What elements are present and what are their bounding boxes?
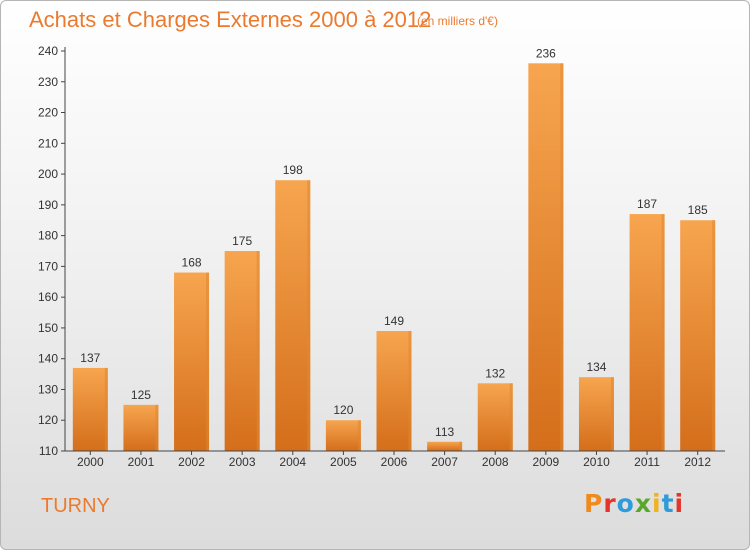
y-tick-label-170: 170 [38, 259, 58, 273]
x-tick-label-2002: 2002 [178, 455, 205, 469]
y-tick-label-140: 140 [38, 352, 58, 366]
x-tick-label-2005: 2005 [330, 455, 357, 469]
data-label-2011: 187 [637, 197, 657, 211]
logo-letter: i [652, 489, 662, 518]
bar-shade-2012 [712, 220, 716, 451]
data-label-2001: 125 [131, 388, 151, 402]
bar-2009 [528, 63, 564, 452]
x-tick-label-2011: 2011 [634, 455, 660, 469]
y-tick-label-110: 110 [39, 444, 58, 458]
data-label-2005: 120 [333, 403, 353, 417]
y-tick-label-240: 240 [38, 44, 58, 58]
bar-shade-2002 [206, 272, 210, 451]
bar-2002 [174, 272, 210, 451]
logo-letter: x [634, 489, 652, 518]
y-tick-label-130: 130 [38, 382, 58, 396]
y-tick-label-120: 120 [38, 413, 58, 427]
x-tick-label-2008: 2008 [482, 455, 509, 469]
x-tick-label-2009: 2009 [532, 455, 559, 469]
x-tick-label-2003: 2003 [229, 455, 256, 469]
bar-2000 [72, 367, 108, 451]
bar-shade-2011 [661, 214, 665, 451]
y-tick-label-210: 210 [38, 136, 58, 150]
data-label-2003: 175 [232, 234, 252, 248]
y-tick-label-150: 150 [38, 321, 58, 335]
commune-name: TURNY [41, 495, 110, 517]
logo-letter: t [661, 489, 675, 518]
bar-2005 [325, 420, 361, 451]
x-tick-label-2012: 2012 [684, 455, 711, 469]
x-tick-label-2001: 2001 [128, 455, 155, 469]
data-label-2009: 236 [536, 46, 556, 60]
chart-title: Achats et Charges Externes 2000 à 2012 [29, 7, 432, 32]
x-tick-label-2006: 2006 [381, 455, 408, 469]
y-tick-label-160: 160 [38, 290, 58, 304]
data-label-2004: 198 [283, 163, 303, 177]
bar-shade-2010 [610, 377, 614, 451]
data-label-2008: 132 [485, 366, 505, 380]
logo-letter: P [584, 489, 604, 518]
bar-shade-2007 [459, 441, 463, 451]
x-tick-label-2007: 2007 [431, 455, 458, 469]
data-label-2006: 149 [384, 314, 404, 328]
y-tick-label-220: 220 [38, 106, 58, 120]
data-labels: 137 2000 125 2001 168 2002 175 2003 198 2004 120 20… [77, 46, 711, 469]
logo-letter: o [616, 489, 635, 518]
bar-2012 [680, 220, 716, 451]
bar-2004 [275, 180, 311, 451]
logo-letter: i [674, 489, 685, 518]
bar-shade-2003 [256, 251, 260, 451]
logo-letter: r [603, 489, 617, 518]
bar-shade-2004 [307, 180, 311, 451]
x-tick-label-2000: 2000 [77, 455, 104, 469]
bars-layer [72, 63, 716, 452]
y-tick-label-230: 230 [38, 75, 58, 89]
bar-2010 [578, 377, 614, 451]
bar-shade-2005 [357, 420, 361, 451]
bar-2006 [376, 331, 412, 451]
data-label-2002: 168 [182, 256, 202, 270]
y-tick-label-200: 200 [38, 167, 58, 181]
bar-shade-2001 [155, 404, 159, 451]
y-tick-label-180: 180 [38, 229, 58, 243]
data-label-2007: 113 [435, 425, 454, 439]
bar-shade-2000 [104, 367, 108, 451]
bar-2003 [224, 251, 260, 451]
x-tick-label-2010: 2010 [583, 455, 610, 469]
y-tick-label-190: 190 [38, 198, 58, 212]
bar-shade-2009 [560, 63, 564, 452]
chart-unit: (en milliers d'€) [417, 14, 498, 28]
axes: 110 120 130 140 150 160 170 180 190 200 210 220 230 2… [38, 44, 725, 458]
bar-shade-2008 [509, 383, 513, 451]
bar-2008 [477, 383, 513, 451]
bar-shade-2006 [408, 331, 412, 451]
proxiti-logo: Proxiti [584, 489, 684, 518]
data-label-2012: 185 [688, 203, 708, 217]
bar-2001 [123, 404, 159, 451]
bar-2011 [629, 214, 665, 451]
data-label-2000: 137 [80, 351, 100, 365]
bar-2007 [427, 441, 463, 451]
x-tick-label-2004: 2004 [279, 455, 306, 469]
data-label-2010: 134 [586, 360, 606, 374]
